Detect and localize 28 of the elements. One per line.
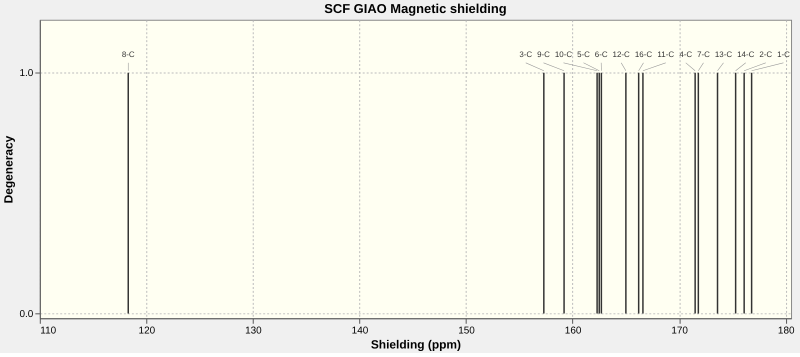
annotation: 10-C — [554, 50, 572, 59]
x-tick-label: 120 — [138, 326, 156, 337]
annotation: 1-C — [777, 50, 790, 59]
annotation: 11-C — [657, 50, 674, 59]
x-tick-label: 180 — [778, 326, 795, 337]
annotation: 12-C — [612, 50, 630, 59]
annotation: 14-C — [737, 50, 755, 59]
x-tick-label: 110 — [40, 326, 57, 337]
y-tick-label: 0.0 — [20, 308, 34, 320]
annotation: 4-C — [679, 50, 692, 59]
y-tick-label: 1.0 — [20, 68, 34, 80]
x-tick-label: 140 — [352, 326, 369, 337]
annotation: 9-C — [537, 50, 550, 59]
x-axis-title: Shielding (ppm) — [370, 338, 462, 352]
x-tick-label: 150 — [458, 326, 476, 337]
x-tick-label: 130 — [245, 326, 262, 337]
annotation: 8-C — [122, 50, 135, 59]
annotation: 3-C — [519, 50, 532, 59]
x-tick-label: 170 — [671, 326, 688, 337]
annotation: 2-C — [759, 50, 772, 59]
annotation: 13-C — [714, 50, 732, 59]
annotation: 7-C — [697, 50, 710, 59]
y-axis-title: Degeneracy — [2, 135, 16, 204]
annotation: 16-C — [634, 50, 652, 59]
x-tick-label: 160 — [564, 326, 582, 337]
chart-title: SCF GIAO Magnetic shielding — [324, 0, 507, 16]
annotation: 6-C — [594, 50, 608, 59]
annotation: 5-C — [577, 50, 590, 59]
